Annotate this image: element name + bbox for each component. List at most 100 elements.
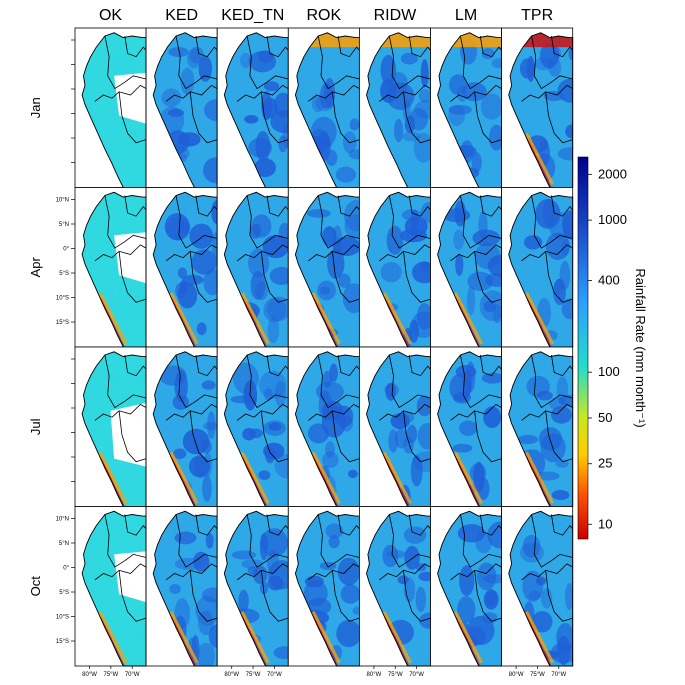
column-title: RIDW — [374, 7, 418, 24]
coastline — [508, 32, 574, 188]
country-border — [337, 195, 360, 217]
country-border — [317, 195, 360, 249]
map-panel — [358, 506, 431, 667]
country-border — [531, 514, 573, 568]
country-border — [104, 195, 147, 249]
coastline — [152, 191, 218, 348]
country-border — [104, 35, 147, 90]
map-panel — [287, 346, 360, 507]
country-border — [460, 35, 502, 90]
map-panel — [74, 346, 147, 507]
rainfall-field — [82, 32, 147, 188]
lon-tick-label: 80°W — [367, 672, 382, 678]
country-border — [474, 91, 502, 144]
country-border — [479, 195, 502, 217]
country-border — [175, 514, 218, 568]
colorbar-tick-label: 2000 — [598, 166, 627, 181]
row-title: Apr — [28, 256, 43, 277]
country-border — [474, 570, 502, 622]
country-border — [317, 35, 360, 90]
country-border — [408, 195, 431, 217]
country-border — [460, 195, 502, 249]
country-border — [189, 91, 218, 144]
axis-ticks: 10°N 5°N 0° 5°S 10°S 15°S 10°N 5°N 0° 5°S 10°S 15°S… — [56, 39, 566, 678]
country-border — [189, 410, 218, 463]
country-border — [551, 514, 574, 536]
row-title: Oct — [28, 576, 43, 597]
country-border — [388, 514, 431, 568]
lon-tick-label: 70°W — [551, 672, 566, 678]
map-panel — [145, 506, 218, 667]
country-border — [479, 514, 502, 536]
map-panel — [74, 506, 147, 667]
country-border — [266, 35, 289, 58]
map-panel — [216, 506, 289, 667]
rainfall-field — [508, 192, 573, 347]
coastline — [223, 351, 289, 507]
map-panel — [216, 187, 289, 348]
country-border — [545, 570, 573, 622]
country-border — [403, 570, 431, 622]
country-border — [332, 251, 360, 303]
lon-tick-label: 70°W — [409, 672, 424, 678]
lat-tick-label: 10°S — [56, 296, 69, 302]
country-border — [317, 354, 360, 409]
country-border — [189, 570, 218, 622]
country-border — [104, 514, 147, 568]
colorbar-tick-label: 10 — [598, 516, 612, 531]
colorbar-tick-label: 25 — [598, 456, 612, 471]
country-border — [195, 514, 218, 536]
column-title: TPR — [521, 7, 553, 24]
coastline — [366, 351, 431, 507]
colorbar-tick-label: 100 — [598, 364, 620, 379]
country-border — [266, 195, 289, 217]
column-title: OK — [99, 7, 122, 24]
coastline — [508, 510, 574, 667]
country-border — [474, 410, 502, 463]
coastline — [294, 510, 360, 667]
lat-tick-label: 5°S — [59, 590, 69, 596]
country-border — [551, 354, 574, 377]
lon-tick-label: 80°W — [82, 672, 97, 678]
coastline — [81, 32, 147, 188]
lat-tick-label: 0° — [63, 247, 69, 253]
colorbar-ticks: 2000 1000 400 100 50 25 10 — [588, 166, 627, 531]
rainfall-field — [224, 511, 289, 666]
country-border — [246, 35, 289, 90]
country-border — [260, 251, 289, 303]
coastline — [81, 351, 147, 507]
lon-tick-label: 70°W — [267, 672, 282, 678]
coastline — [294, 351, 360, 507]
rainfall-field — [153, 192, 218, 347]
coastline — [223, 32, 289, 188]
country-border — [124, 195, 147, 217]
country-border — [118, 91, 147, 144]
country-border — [246, 514, 289, 568]
country-border — [195, 35, 218, 58]
map-panel — [287, 506, 360, 667]
colorbar-tick-label: 400 — [598, 273, 620, 288]
country-border — [124, 354, 147, 377]
map-panel — [74, 27, 147, 188]
map-panel — [430, 27, 503, 188]
coastline — [223, 191, 289, 348]
lat-tick-label: 15°S — [56, 320, 69, 326]
lat-tick-label: 0° — [63, 566, 69, 572]
country-border — [332, 570, 360, 622]
country-border — [118, 410, 147, 463]
lon-tick-label: 75°W — [246, 672, 261, 678]
country-border — [332, 410, 360, 463]
row-title: Jul — [28, 418, 43, 435]
column-title: KED_TN — [221, 7, 284, 24]
map-panel — [358, 187, 431, 348]
map-panel — [358, 27, 431, 188]
country-border — [195, 195, 218, 217]
country-border — [403, 251, 431, 303]
country-border — [545, 251, 573, 303]
map-panel — [501, 187, 574, 348]
map-panel — [501, 506, 574, 667]
country-border — [545, 410, 573, 463]
country-border — [260, 570, 289, 622]
coastline — [81, 191, 147, 348]
